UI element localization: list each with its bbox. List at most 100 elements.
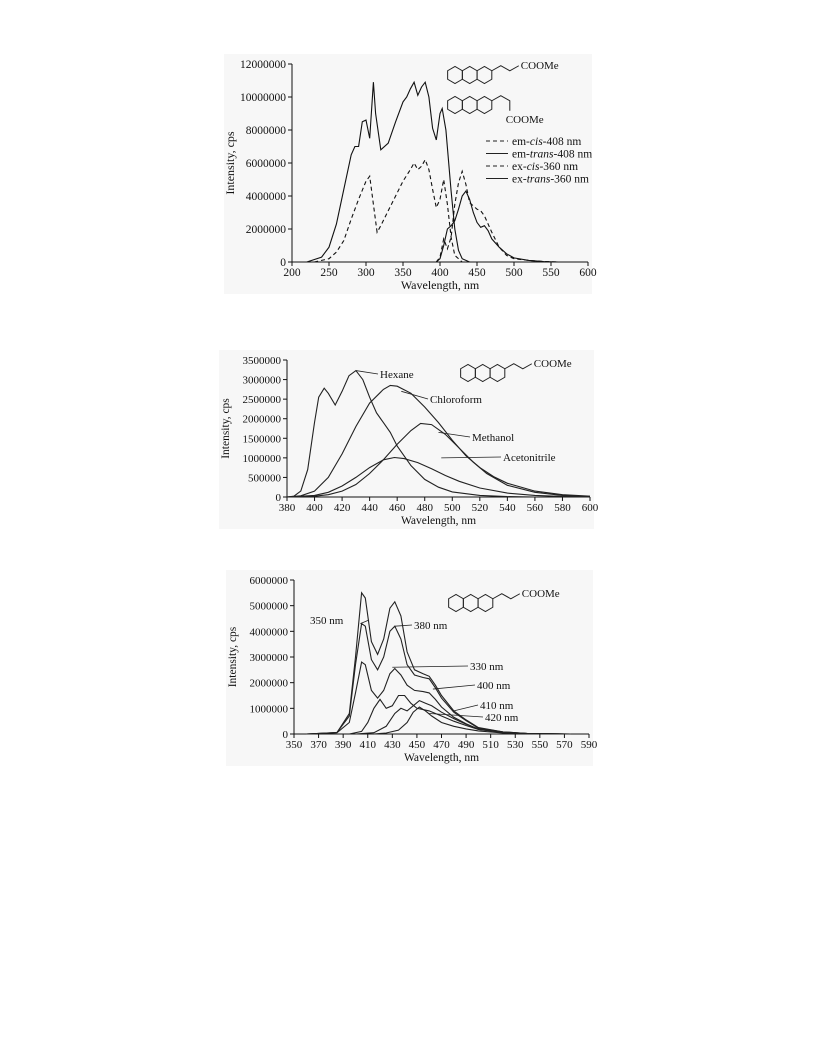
y-tick-label: 2000000: [243, 414, 282, 426]
x-tick-label: 460: [389, 502, 406, 514]
structure-label: COOMe: [534, 358, 572, 370]
x-tick-label: 450: [409, 739, 426, 751]
series-leader: [392, 665, 469, 668]
y-tick-label: 3500000: [243, 355, 282, 367]
series-line-acetonitrile: [286, 456, 591, 498]
series-leader: [441, 456, 502, 459]
x-tick-label: 350: [394, 267, 412, 279]
legend-text-part: em-: [512, 136, 530, 148]
x-tick-label: 390: [335, 739, 352, 751]
legend-text-part: em-: [512, 149, 530, 161]
x-axis-label: Wavelength, nm: [404, 752, 479, 764]
y-tick-label: 0: [280, 257, 286, 269]
y-tick-label: 1000000: [250, 703, 289, 715]
x-tick-label: 440: [361, 502, 378, 514]
legend-text-part: -360 nm: [539, 161, 578, 173]
legend-text-part: -408 nm: [543, 136, 582, 148]
chart-3-group: 350 370 390 410 430 450 470 490 510 530 550 570 590 0…: [226, 570, 598, 766]
y-tick-label: 12000000: [240, 59, 286, 71]
series-line-ex-cis-360-nm: [314, 158, 463, 263]
x-tick-label: 480: [416, 502, 433, 514]
series-label: 420 nm: [485, 712, 519, 724]
x-tick-label: 550: [542, 267, 560, 279]
y-tick-label: 4000000: [250, 626, 289, 638]
series-label: 410 nm: [480, 700, 514, 712]
y-tick-label: 10000000: [240, 92, 286, 104]
legend-text-part: trans: [527, 174, 551, 186]
series-line-420-nm: [373, 706, 565, 735]
structure-0: COOMe: [447, 60, 559, 85]
series-line-380-nm: [306, 591, 571, 735]
series-leader: [438, 432, 471, 438]
legend-text-part: -408 nm: [554, 149, 593, 161]
structure-label: COOMe: [522, 588, 560, 600]
series-leader: [360, 619, 370, 625]
series-label: 400 nm: [477, 680, 511, 692]
y-tick-label: 1500000: [243, 433, 282, 445]
series-label: 380 nm: [414, 620, 448, 632]
x-tick-label: 600: [579, 267, 597, 279]
series-line-ex-trans-360-nm: [306, 80, 470, 263]
chain: [491, 95, 511, 111]
x-tick-label: 530: [507, 739, 524, 751]
y-tick-label: 2000000: [246, 224, 287, 236]
x-tick-label: 590: [581, 739, 598, 751]
legend-text-part: cis: [527, 161, 540, 173]
series-label: 350 nm: [310, 615, 344, 627]
x-axis-label: Wavelength, nm: [401, 515, 476, 527]
y-tick-label: 5000000: [250, 601, 289, 613]
x-tick-label: 250: [320, 267, 338, 279]
series-leader: [394, 624, 413, 627]
legend-entry: ex-trans-360 nm: [512, 174, 589, 186]
x-tick-label: 450: [468, 267, 486, 279]
series-line-chloroform: [286, 384, 591, 498]
y-tick-label: 1000000: [243, 453, 282, 465]
series-line-methanol: [286, 422, 591, 498]
x-tick-label: 580: [554, 502, 571, 514]
y-tick-label: 0: [276, 492, 282, 504]
series-line-em-trans-408-nm: [435, 190, 559, 263]
legend-entry: em-trans-408 nm: [512, 149, 592, 161]
series-label: Methanol: [472, 432, 514, 444]
series-leader: [453, 704, 479, 712]
structure-0: COOMe: [460, 358, 572, 383]
x-tick-label: 520: [472, 502, 489, 514]
legend-text-part: trans: [530, 149, 554, 161]
series-leader: [355, 370, 379, 375]
legend-text-part: ex-: [512, 174, 527, 186]
x-tick-label: 430: [384, 739, 401, 751]
chain: [504, 363, 533, 370]
structure-1: COOMe: [447, 95, 544, 126]
structure-0: COOMe: [448, 588, 560, 613]
chart-2-group: 380 400 420 440 460 480 500 520 540 560 580 600 0 500…: [219, 350, 599, 529]
y-tick-label: 6000000: [246, 158, 287, 170]
x-tick-label: 410: [360, 739, 377, 751]
chart-1-group: 200 250 300 350 400 450 500 550 600 0 2000000 40000…: [223, 54, 597, 294]
x-tick-label: 370: [310, 739, 327, 751]
x-tick-label: 500: [505, 267, 523, 279]
legend-entry: em-cis-408 nm: [512, 136, 581, 148]
x-tick-label: 400: [306, 502, 323, 514]
series-leader: [429, 713, 484, 718]
legend-text-part: cis: [530, 136, 543, 148]
x-tick-label: 300: [357, 267, 375, 279]
x-tick-label: 490: [458, 739, 475, 751]
series-leader: [432, 684, 476, 690]
y-tick-label: 6000000: [250, 575, 289, 587]
x-tick-label: 400: [431, 267, 449, 279]
y-tick-label: 8000000: [246, 125, 287, 137]
y-tick-label: 4000000: [246, 191, 287, 203]
series-label: Acetonitrile: [503, 452, 556, 464]
y-tick-label: 3000000: [243, 375, 282, 387]
x-tick-label: 510: [482, 739, 499, 751]
x-tick-label: 200: [283, 267, 301, 279]
series-line-350-nm: [306, 622, 571, 735]
x-tick-label: 420: [334, 502, 351, 514]
y-tick-label: 2500000: [243, 394, 282, 406]
legend-text-part: -360 nm: [550, 174, 589, 186]
legend-entry: ex-cis-360 nm: [512, 161, 578, 173]
legend-text-part: ex-: [512, 161, 527, 173]
x-tick-label: 500: [444, 502, 461, 514]
y-tick-label: 3000000: [250, 652, 289, 664]
